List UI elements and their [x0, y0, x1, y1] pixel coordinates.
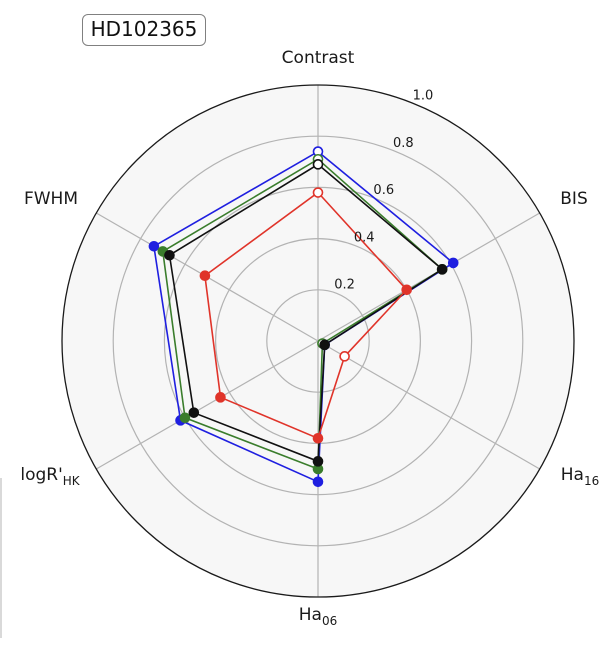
data-point	[312, 476, 324, 488]
r-tick-label: 0.8	[393, 136, 414, 151]
r-tick-label: 0.6	[373, 183, 394, 198]
r-tick-label: 0.4	[354, 230, 375, 245]
grid-spoke	[95, 340, 319, 470]
axis-label-ha16: Ha16	[561, 465, 599, 488]
data-point	[312, 187, 324, 198]
r-tick-label: 1.0	[413, 88, 434, 103]
axis-label-ha06: Ha06	[299, 605, 337, 628]
data-point	[215, 392, 226, 403]
grid-spoke	[317, 340, 541, 470]
data-point	[179, 412, 191, 424]
star-name-badge: HD102365	[82, 14, 206, 46]
data-point	[436, 264, 448, 275]
radar-series	[148, 146, 459, 488]
data-point	[312, 432, 324, 444]
axis-label-bis: BIS	[560, 189, 587, 209]
outer-ring	[61, 84, 575, 598]
data-point	[188, 407, 200, 418]
data-point	[401, 284, 412, 296]
left-edge-divider	[0, 478, 2, 638]
data-point	[447, 257, 459, 269]
axis-label-fwhm: FWHM	[24, 189, 78, 209]
data-point	[148, 240, 160, 252]
data-point	[164, 249, 175, 261]
data-point	[312, 159, 324, 170]
axis-label-contrast: Contrast	[282, 48, 355, 68]
radar-labels: 0.2 0.4 0.6 0.8 1.0 Contrast BIS Ha16 Ha06 logR'H…	[20, 48, 599, 628]
r-tick-label: 0.2	[334, 278, 355, 293]
axis-label-logrhk: logR'HK	[20, 465, 80, 488]
data-point	[312, 456, 324, 467]
data-point	[339, 351, 350, 362]
data-point	[319, 339, 330, 351]
data-point	[199, 270, 211, 282]
